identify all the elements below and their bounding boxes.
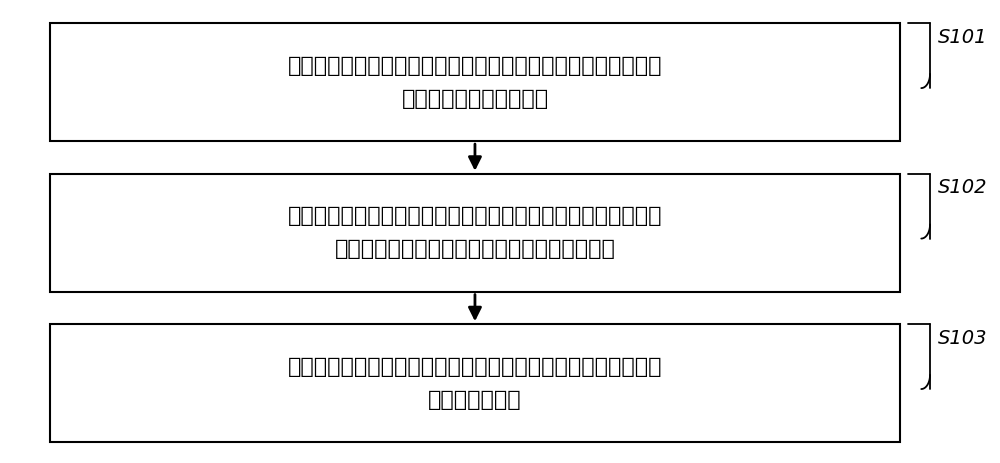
Text: 对多个具有相同标称容量的锂离子电池进行化成分容处理，得到
初步分档后的锂离子电池: 对多个具有相同标称容量的锂离子电池进行化成分容处理，得到 初步分档后的锂离子电池 (288, 56, 662, 109)
FancyBboxPatch shape (50, 324, 900, 442)
Text: S103: S103 (938, 329, 987, 348)
Text: S101: S101 (938, 28, 987, 47)
FancyBboxPatch shape (50, 23, 900, 141)
Text: 根据所述电荷转移阻抗的大小，对所述初步分档后的锂离子电池
进行一致性评价: 根据所述电荷转移阻抗的大小，对所述初步分档后的锂离子电池 进行一致性评价 (288, 357, 662, 410)
FancyBboxPatch shape (50, 174, 900, 292)
Text: 对所述初步分档后的锂离子电池进行低温下的交流阻抗谱测试，
得到该初步分档后的锂离子电池的电荷转移阻抗: 对所述初步分档后的锂离子电池进行低温下的交流阻抗谱测试， 得到该初步分档后的锂离… (288, 206, 662, 259)
Text: S102: S102 (938, 178, 987, 197)
